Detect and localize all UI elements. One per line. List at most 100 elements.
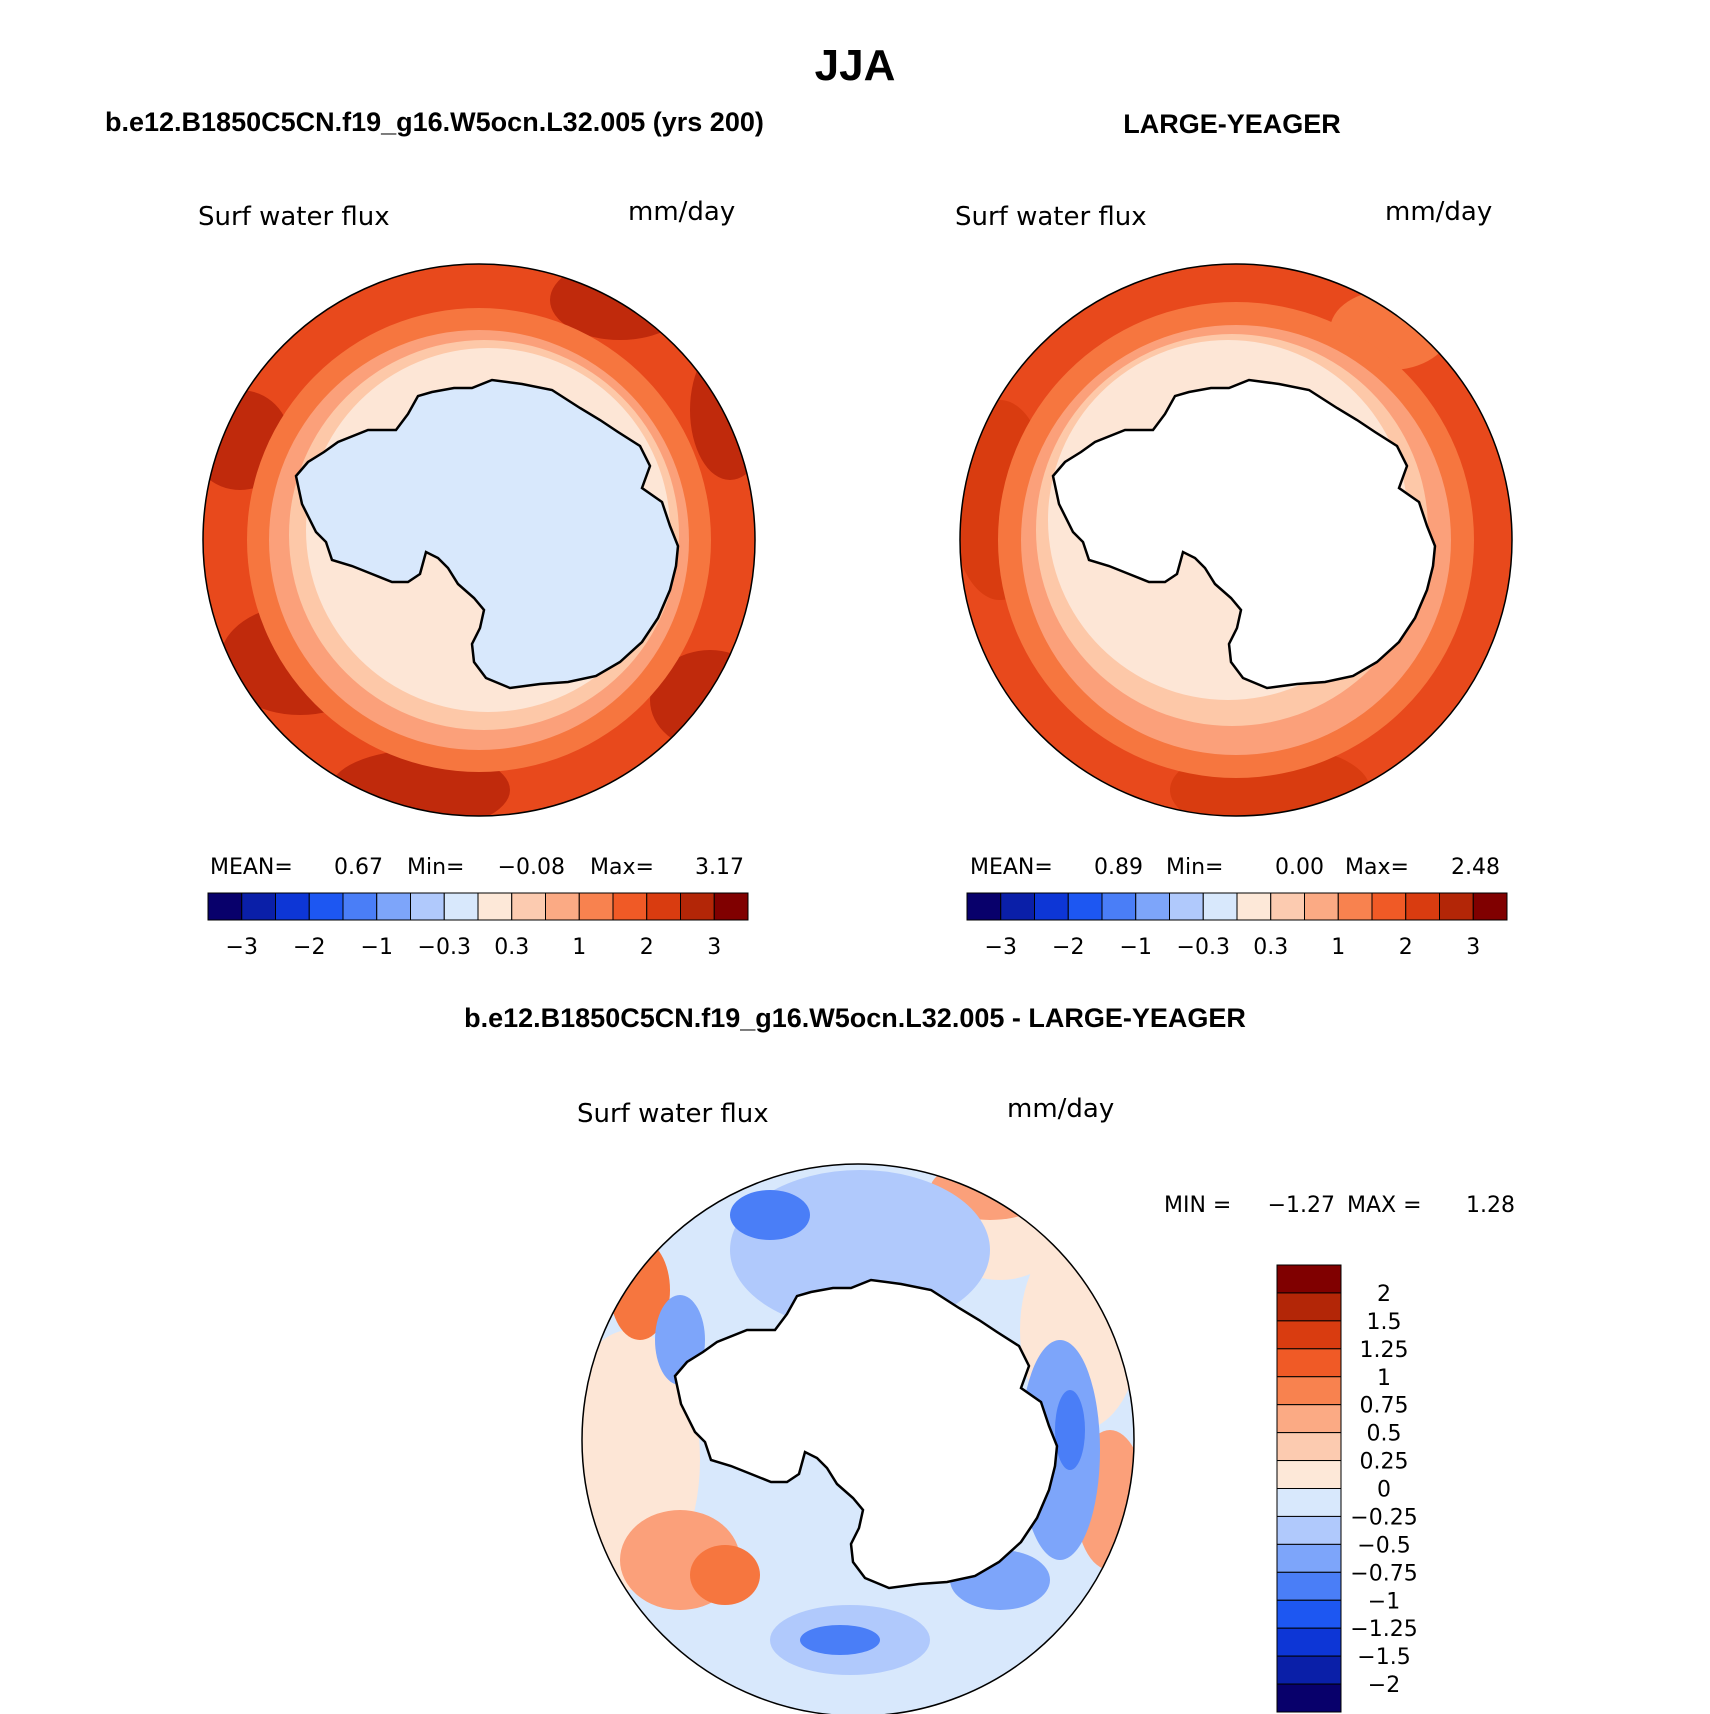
colorbar-swatch [342, 892, 378, 921]
colorbar-tick-label: 0.5 [1367, 1422, 1402, 1447]
colorbar-swatch [1034, 892, 1069, 921]
min-label: Min= [407, 855, 464, 880]
panel-obs-units: mm/day [1385, 197, 1492, 227]
panel-diff-stats: MIN = −1.27 MAX = 1.28 [1164, 1193, 1515, 1218]
colorbar-swatch [207, 892, 243, 921]
colorbar-tick-label: −1.5 [1357, 1645, 1410, 1670]
panel-diff-units: mm/day [1007, 1094, 1114, 1124]
colorbar-tick-label: 0 [1377, 1478, 1391, 1503]
colorbar-tick-label: 2 [1377, 1282, 1391, 1307]
colorbar-swatch [1135, 892, 1170, 921]
colorbar-tick-label: −3 [985, 935, 1017, 960]
colorbar-swatch [443, 892, 479, 921]
colorbar-swatch [1276, 1488, 1342, 1517]
colorbar-swatch [477, 892, 513, 921]
colorbar-swatch [1202, 892, 1238, 921]
colorbar-tick-label: 1 [1331, 935, 1345, 960]
panel-model-variable: Surf water flux [198, 202, 390, 232]
colorbar-tick-label: 3 [707, 935, 721, 960]
colorbar-tick-label: 3 [1466, 935, 1480, 960]
mean-label: MEAN= [210, 855, 293, 880]
colorbar-swatch [646, 892, 681, 921]
panel-diff-map [581, 1163, 1135, 1714]
max-value: 3.17 [695, 855, 744, 880]
difference-panel-title: b.e12.B1850C5CN.f19_g16.W5ocn.L32.005 - … [464, 1003, 1246, 1033]
colorbar-swatch [511, 892, 546, 921]
colorbar-swatch [308, 892, 344, 921]
colorbar-tick-label: 1 [1377, 1366, 1391, 1391]
colorbar-tick-label: 2 [1399, 935, 1413, 960]
panel-obs-stats: MEAN= 0.89 Min= 0.00 Max= 2.48 [970, 855, 1500, 880]
colorbar-tick-label: −2 [1368, 1673, 1400, 1698]
panel-model-colorbar: −3 −2 −1 −0.3 0.3 1 2 3 [207, 892, 749, 960]
colorbar-swatch [1472, 892, 1508, 921]
left-panel-case-title: b.e12.B1850C5CN.f19_g16.W5ocn.L32.005 (y… [105, 107, 764, 137]
colorbar-swatch [680, 892, 715, 921]
colorbar-tick-label: −0.75 [1350, 1561, 1417, 1586]
colorbar-swatch [1276, 1460, 1342, 1489]
map-contour-patch [800, 1625, 880, 1655]
panel-model-units: mm/day [628, 197, 735, 227]
colorbar-swatch [1405, 892, 1440, 921]
figure-title: JJA [815, 41, 896, 90]
colorbar-swatch [1276, 1264, 1342, 1294]
min-label: Min= [1166, 855, 1223, 880]
colorbar-swatch [1270, 892, 1305, 921]
colorbar-swatch [1276, 1320, 1342, 1350]
mean-value: 0.89 [1094, 855, 1143, 880]
colorbar-tick-label: −2 [1052, 935, 1084, 960]
colorbar-tick-label: −0.5 [1357, 1533, 1410, 1558]
colorbar-swatch [1371, 892, 1407, 921]
colorbar-tick-label: −1 [1120, 935, 1152, 960]
colorbar-tick-label: 0.25 [1360, 1450, 1409, 1475]
colorbar-swatch [1304, 892, 1339, 921]
colorbar-swatch [545, 892, 580, 921]
colorbar-tick-label: −0.25 [1350, 1505, 1417, 1530]
map-contour-patch [690, 340, 755, 480]
colorbar-tick-label: −2 [293, 935, 325, 960]
panel-model-stats: MEAN= 0.67 Min= −0.08 Max= 3.17 [210, 855, 744, 880]
colorbar-tick-label: −1 [1368, 1589, 1400, 1614]
colorbar-swatch [1276, 1655, 1342, 1685]
colorbar-tick-label: 0.75 [1360, 1394, 1409, 1419]
colorbar-swatch [1276, 1683, 1342, 1713]
colorbar-swatch [1276, 1404, 1342, 1434]
colorbar-swatch [410, 892, 445, 921]
colorbar-tick-label: 1.25 [1360, 1338, 1409, 1363]
colorbar-swatch [713, 892, 749, 921]
colorbar-swatch [376, 892, 411, 921]
colorbar-tick-label: 2 [640, 935, 654, 960]
colorbar-tick-label: −1 [361, 935, 393, 960]
colorbar-swatch [1276, 1292, 1342, 1322]
colorbar-swatch [275, 892, 310, 921]
colorbar-swatch [1101, 892, 1137, 921]
map-boundary [959, 263, 1513, 817]
colorbar-tick-label: 0.3 [1253, 935, 1288, 960]
diff-max-label: MAX = [1347, 1193, 1422, 1218]
colorbar-swatch [1067, 892, 1103, 921]
colorbar-tick-label: 1 [572, 935, 586, 960]
colorbar-swatch [1276, 1515, 1342, 1545]
panel-obs-variable: Surf water flux [955, 202, 1147, 232]
colorbar-swatch [966, 892, 1002, 921]
panel-obs-map [959, 263, 1513, 817]
colorbar-swatch [1337, 892, 1373, 921]
colorbar-tick-label: 0.3 [494, 935, 529, 960]
max-value: 2.48 [1451, 855, 1500, 880]
right-panel-case-title: LARGE-YEAGER [1123, 109, 1341, 139]
map-contour-patch [690, 1545, 760, 1605]
colorbar-swatch [578, 892, 614, 921]
diff-max-value: 1.28 [1466, 1193, 1515, 1218]
panel-obs-colorbar: −3 −2 −1 −0.3 0.3 1 2 3 [966, 892, 1508, 960]
colorbar-swatch [1276, 1376, 1342, 1406]
panel-model-map [202, 263, 756, 817]
min-value: 0.00 [1275, 855, 1324, 880]
colorbar-swatch [1276, 1571, 1342, 1601]
colorbar-swatch [1276, 1599, 1342, 1629]
colorbar-swatch [1276, 1543, 1342, 1573]
colorbar-swatch [1276, 1348, 1342, 1378]
max-label: Max= [1345, 855, 1409, 880]
colorbar-swatch [241, 892, 276, 921]
colorbar-swatch [1276, 1432, 1342, 1462]
